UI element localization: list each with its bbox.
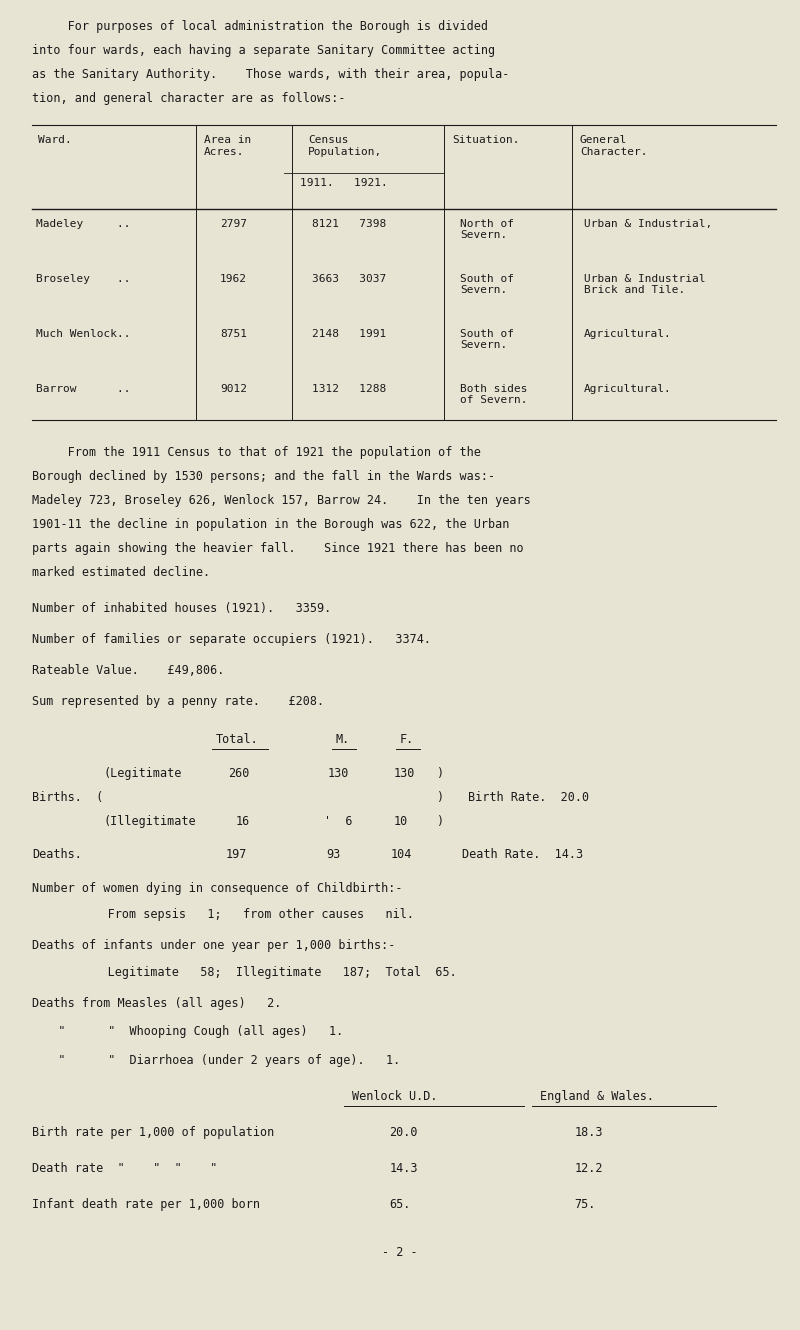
Text: Madeley     ..: Madeley .. — [36, 218, 130, 229]
Text: England & Wales.: England & Wales. — [540, 1091, 654, 1103]
Text: 260: 260 — [228, 767, 250, 779]
Text: ): ) — [436, 791, 443, 803]
Text: 130: 130 — [328, 767, 350, 779]
Text: 9012: 9012 — [220, 384, 247, 394]
Text: Urban & Industrial
Brick and Tile.: Urban & Industrial Brick and Tile. — [584, 274, 706, 295]
Text: 3663   3037: 3663 3037 — [312, 274, 386, 283]
Text: 2797: 2797 — [220, 218, 247, 229]
Text: Birth Rate.  20.0: Birth Rate. 20.0 — [468, 791, 589, 803]
Text: Census
Population,: Census Population, — [308, 136, 382, 157]
Text: 1911.   1921.: 1911. 1921. — [300, 178, 388, 188]
Text: Barrow      ..: Barrow .. — [36, 384, 130, 394]
Text: Borough declined by 1530 persons; and the fall in the Wards was:-: Borough declined by 1530 persons; and th… — [32, 469, 495, 483]
Text: Number of inhabited houses (1921).   3359.: Number of inhabited houses (1921). 3359. — [32, 601, 331, 614]
Text: Madeley 723, Broseley 626, Wenlock 157, Barrow 24.    In the ten years: Madeley 723, Broseley 626, Wenlock 157, … — [32, 493, 530, 507]
Text: ): ) — [436, 767, 443, 779]
Text: Number of families or separate occupiers (1921).   3374.: Number of families or separate occupiers… — [32, 633, 431, 646]
Text: 20.0: 20.0 — [390, 1127, 418, 1138]
Text: 8751: 8751 — [220, 329, 247, 339]
Text: 1962: 1962 — [220, 274, 247, 283]
Text: Urban & Industrial,: Urban & Industrial, — [584, 218, 712, 229]
Text: "      "  Diarrhoea (under 2 years of age).   1.: " " Diarrhoea (under 2 years of age). 1. — [44, 1055, 400, 1067]
Text: Deaths.: Deaths. — [32, 849, 82, 862]
Text: 16: 16 — [236, 815, 250, 827]
Text: 14.3: 14.3 — [390, 1162, 418, 1174]
Text: tion, and general character are as follows:-: tion, and general character are as follo… — [32, 92, 346, 105]
Text: Both sides
of Severn.: Both sides of Severn. — [460, 384, 527, 406]
Text: Ward.: Ward. — [38, 136, 72, 145]
Text: Agricultural.: Agricultural. — [584, 329, 672, 339]
Text: 93: 93 — [326, 849, 341, 862]
Text: Number of women dying in consequence of Childbirth:-: Number of women dying in consequence of … — [32, 882, 402, 895]
Text: Rateable Value.    £49,806.: Rateable Value. £49,806. — [32, 664, 224, 677]
Text: Death rate  "    "  "    ": Death rate " " " " — [32, 1162, 218, 1174]
Text: For purposes of local administration the Borough is divided: For purposes of local administration the… — [32, 20, 488, 33]
Text: Infant death rate per 1,000 born: Infant death rate per 1,000 born — [32, 1198, 260, 1210]
Text: Birth rate per 1,000 of population: Birth rate per 1,000 of population — [32, 1127, 274, 1138]
Text: South of
Severn.: South of Severn. — [460, 274, 514, 295]
Text: Total.: Total. — [216, 733, 258, 746]
Text: 75.: 75. — [574, 1198, 596, 1210]
Text: 8121   7398: 8121 7398 — [312, 218, 386, 229]
Text: 1901-11 the decline in population in the Borough was 622, the Urban: 1901-11 the decline in population in the… — [32, 517, 510, 531]
Text: "      "  Whooping Cough (all ages)   1.: " " Whooping Cough (all ages) 1. — [44, 1025, 343, 1039]
Text: 10: 10 — [394, 815, 408, 827]
Text: Sum represented by a penny rate.    £208.: Sum represented by a penny rate. £208. — [32, 696, 324, 708]
Text: parts again showing the heavier fall.    Since 1921 there has been no: parts again showing the heavier fall. Si… — [32, 541, 524, 555]
Text: Agricultural.: Agricultural. — [584, 384, 672, 394]
Text: (Legitimate: (Legitimate — [104, 767, 182, 779]
Text: - 2 -: - 2 - — [382, 1246, 418, 1258]
Text: as the Sanitary Authority.    Those wards, with their area, popula-: as the Sanitary Authority. Those wards, … — [32, 68, 510, 81]
Text: 65.: 65. — [390, 1198, 411, 1210]
Text: Wenlock U.D.: Wenlock U.D. — [352, 1091, 438, 1103]
Text: Legitimate   58;  Illegitimate   187;  Total  65.: Legitimate 58; Illegitimate 187; Total 6… — [72, 966, 457, 979]
Text: Death Rate.  14.3: Death Rate. 14.3 — [462, 849, 583, 862]
Text: Deaths from Measles (all ages)   2.: Deaths from Measles (all ages) 2. — [32, 996, 282, 1009]
Text: Situation.: Situation. — [452, 136, 519, 145]
Text: (Illegitimate: (Illegitimate — [104, 815, 197, 827]
Text: F.: F. — [400, 733, 414, 746]
Text: ): ) — [436, 815, 443, 827]
Text: From the 1911 Census to that of 1921 the population of the: From the 1911 Census to that of 1921 the… — [32, 446, 481, 459]
Text: Much Wenlock..: Much Wenlock.. — [36, 329, 130, 339]
Text: 197: 197 — [226, 849, 247, 862]
Text: General
Character.: General Character. — [580, 136, 647, 157]
Text: Area in
Acres.: Area in Acres. — [204, 136, 251, 157]
Text: 12.2: 12.2 — [574, 1162, 603, 1174]
Text: Births.  (: Births. ( — [32, 791, 103, 803]
Text: M.: M. — [336, 733, 350, 746]
Text: into four wards, each having a separate Sanitary Committee acting: into four wards, each having a separate … — [32, 44, 495, 57]
Text: 104: 104 — [390, 849, 412, 862]
Text: 2148   1991: 2148 1991 — [312, 329, 386, 339]
Text: 130: 130 — [394, 767, 415, 779]
Text: Deaths of infants under one year per 1,000 births:-: Deaths of infants under one year per 1,0… — [32, 939, 395, 952]
Text: marked estimated decline.: marked estimated decline. — [32, 565, 210, 579]
Text: 18.3: 18.3 — [574, 1127, 603, 1138]
Text: 1312   1288: 1312 1288 — [312, 384, 386, 394]
Text: Broseley    ..: Broseley .. — [36, 274, 130, 283]
Text: South of
Severn.: South of Severn. — [460, 329, 514, 350]
Text: North of
Severn.: North of Severn. — [460, 218, 514, 241]
Text: '  6: ' 6 — [324, 815, 353, 827]
Text: From sepsis   1;   from other causes   nil.: From sepsis 1; from other causes nil. — [72, 908, 414, 922]
